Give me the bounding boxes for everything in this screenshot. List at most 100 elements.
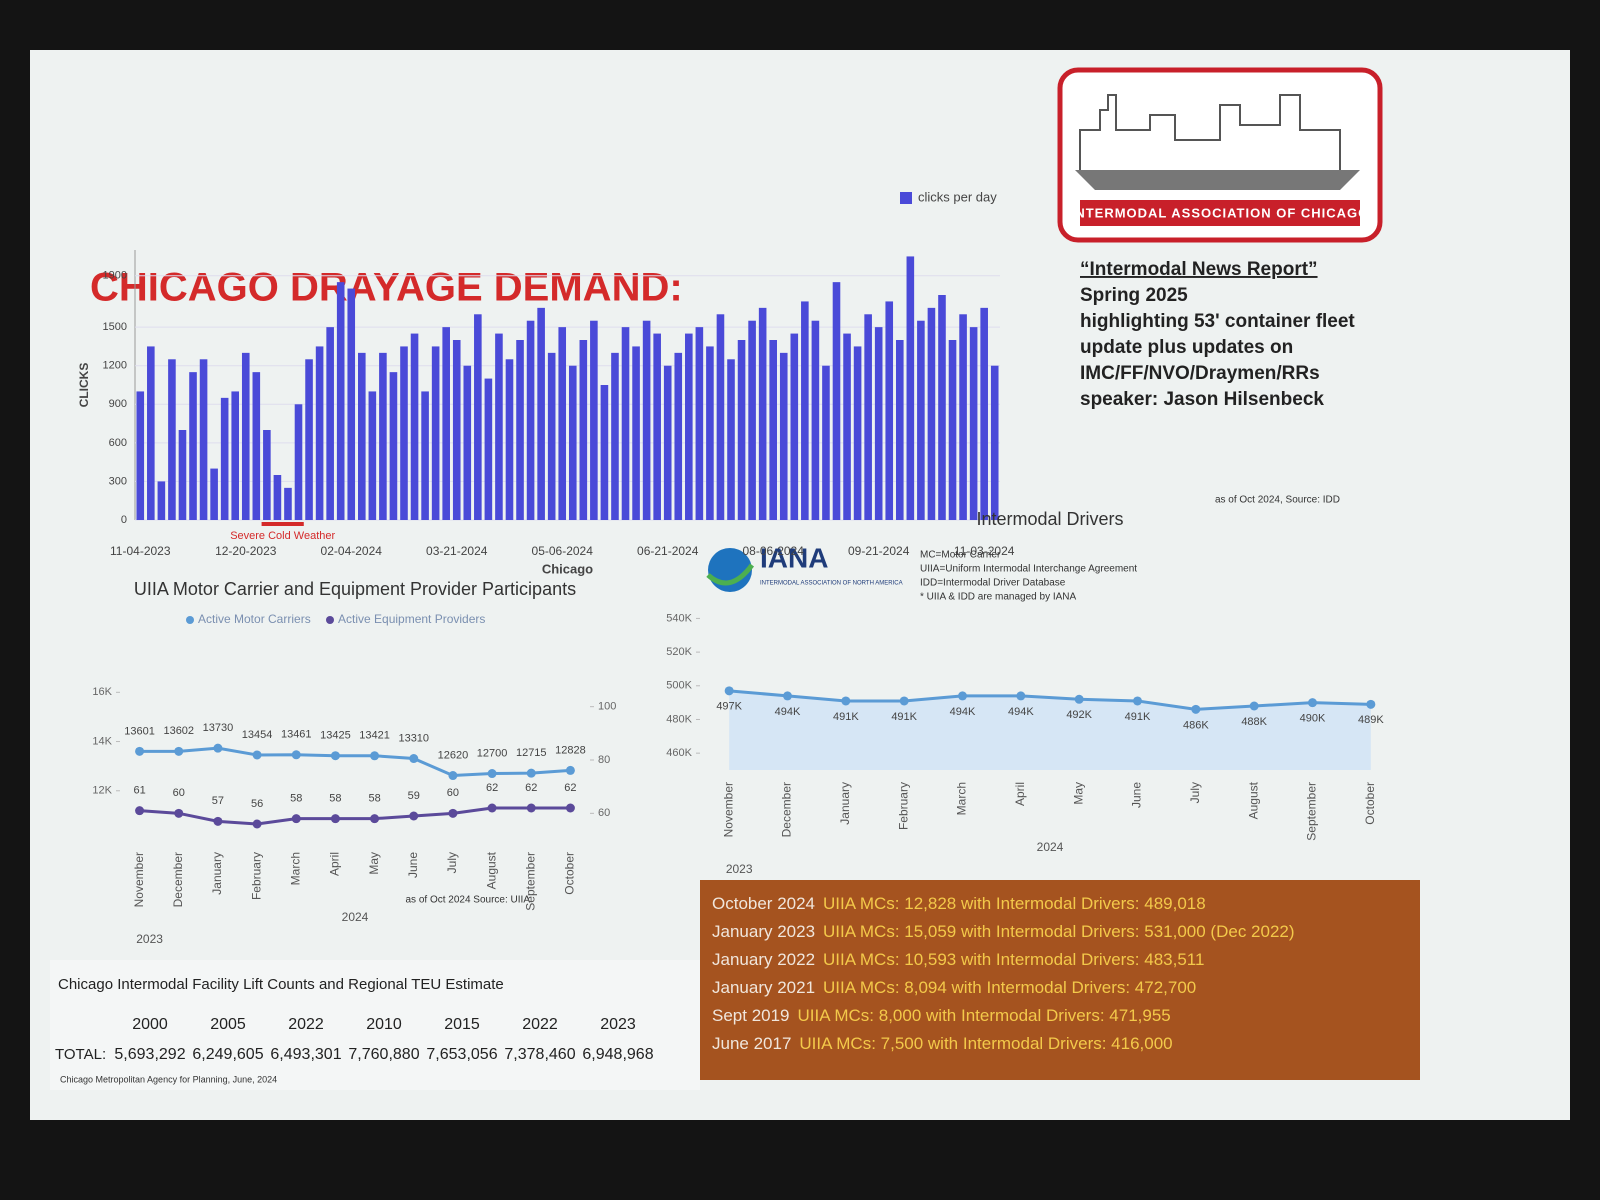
- bar: [474, 314, 482, 520]
- bar: [252, 372, 261, 520]
- x-tick-label: October: [563, 852, 577, 895]
- data-label: 491K: [1125, 711, 1151, 723]
- y-tick-label: 16K: [92, 686, 112, 698]
- y-tick-label: 900: [109, 398, 127, 410]
- bar: [621, 327, 630, 520]
- news-line: highlighting 53' container fleet: [1080, 311, 1355, 332]
- year-label: 2023: [136, 932, 163, 946]
- bar: [505, 359, 514, 520]
- table-total: 6,249,605: [192, 1046, 263, 1063]
- iana-sub: INTERMODAL ASSOCIATION OF NORTH AMERICA: [760, 581, 903, 587]
- data-label: 13730: [203, 722, 234, 734]
- point: [252, 819, 262, 829]
- slide-title: CHICAGO DRAYAGE DEMAND:: [90, 266, 683, 310]
- point: [1016, 691, 1026, 701]
- bar: [484, 378, 493, 520]
- bar: [748, 320, 756, 520]
- bar: [959, 314, 967, 520]
- y-tick-label: 12K: [92, 785, 112, 797]
- summary-date: Sept 2019: [712, 1006, 790, 1025]
- bar: [526, 320, 535, 520]
- x-tick-label: May: [367, 852, 381, 875]
- point: [252, 750, 262, 760]
- x-tick-label: September: [523, 852, 537, 911]
- drivers-note: UIIA=Uniform Intermodal Interchange Agre…: [920, 564, 1137, 575]
- bar: [273, 475, 282, 520]
- bar: [136, 391, 145, 520]
- point: [783, 691, 792, 701]
- bar: [611, 352, 619, 520]
- table-total: 7,653,056: [426, 1046, 497, 1063]
- point: [291, 750, 301, 760]
- bar: [948, 340, 957, 520]
- x-tick-label: 11-03-2024: [954, 544, 1015, 558]
- point: [409, 811, 419, 821]
- table-total: 6,493,301: [270, 1046, 341, 1063]
- bar: [421, 391, 429, 520]
- summary-date: October 2024: [712, 894, 815, 913]
- point: [1074, 694, 1084, 704]
- summary-line: October 2024 UIIA MCs: 12,828 with Interm…: [712, 894, 1206, 913]
- bar: [463, 365, 472, 520]
- bar: [210, 468, 218, 520]
- table-column: 2023: [600, 1016, 636, 1033]
- table-title: Chicago Intermodal Facility Lift Counts …: [58, 976, 504, 993]
- bar: [305, 359, 313, 520]
- x-axis-label: Chicago: [542, 561, 593, 576]
- point: [526, 768, 536, 778]
- table-column: 2000: [132, 1016, 168, 1033]
- y2-tick-label: 100: [598, 701, 616, 713]
- bar: [642, 320, 651, 520]
- x-tick-label: October: [1363, 782, 1377, 825]
- table-total: 7,378,460: [504, 1046, 575, 1063]
- bar: [431, 346, 440, 520]
- bar: [315, 346, 324, 520]
- bar: [284, 487, 292, 520]
- data-label: 60: [447, 787, 459, 799]
- data-label: 60: [173, 787, 185, 799]
- bar: [241, 352, 250, 520]
- bar: [758, 307, 767, 520]
- bar: [379, 352, 387, 520]
- bar: [568, 365, 577, 520]
- x-tick-label: January: [210, 852, 224, 895]
- point: [370, 751, 380, 761]
- bar: [885, 301, 894, 520]
- data-label: 489K: [1358, 714, 1384, 726]
- year-label: 2024: [1037, 840, 1064, 854]
- bar: [347, 288, 356, 520]
- news-line: speaker: Jason Hilsenbeck: [1080, 389, 1324, 410]
- x-tick-label: February: [896, 782, 910, 830]
- y-tick-label: 600: [109, 437, 127, 449]
- summary-line: Sept 2019 UIIA MCs: 8,000 with Intermodal…: [712, 1006, 1171, 1025]
- bar: [727, 359, 735, 520]
- line: [729, 689, 1371, 711]
- data-label: 13601: [124, 725, 155, 737]
- data-label: 62: [525, 782, 537, 794]
- x-tick-label: May: [1071, 782, 1085, 805]
- point: [330, 751, 340, 761]
- bar: [843, 333, 851, 520]
- data-label: 13454: [242, 729, 273, 741]
- bar: [157, 481, 166, 520]
- x-tick-label: March: [288, 852, 302, 885]
- bar: [516, 340, 524, 520]
- bar: [368, 391, 377, 520]
- table-column: 2010: [366, 1016, 402, 1033]
- x-tick-label: 03-21-2024: [426, 544, 488, 558]
- data-label: 491K: [833, 711, 859, 723]
- data-label: 491K: [891, 711, 917, 723]
- chart-note: as of Oct 2024, Source: IDD: [1215, 495, 1340, 506]
- bar: [442, 327, 450, 520]
- bar: [147, 346, 155, 520]
- point: [565, 765, 575, 775]
- bar: [189, 372, 197, 520]
- x-tick-label: August: [1246, 781, 1260, 819]
- bar: [853, 346, 862, 520]
- x-tick-label: January: [838, 782, 852, 825]
- point: [1366, 699, 1376, 709]
- data-label: 59: [408, 790, 420, 802]
- point: [213, 816, 223, 826]
